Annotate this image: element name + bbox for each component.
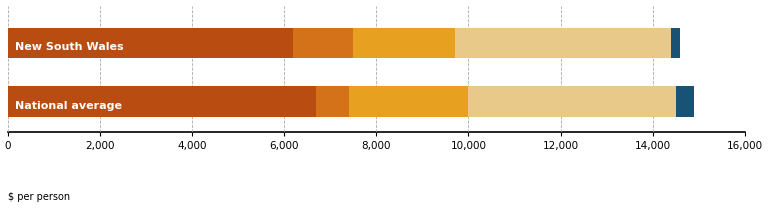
Bar xyxy=(8,27,293,58)
Text: National average: National average xyxy=(15,101,121,111)
Bar xyxy=(455,27,671,58)
Bar xyxy=(349,86,468,117)
Bar xyxy=(8,27,680,58)
Text: New South Wales: New South Wales xyxy=(15,42,123,52)
Bar xyxy=(8,86,694,117)
Bar xyxy=(316,86,349,117)
Bar xyxy=(468,86,676,117)
Text: $ per person: $ per person xyxy=(8,192,70,202)
Bar xyxy=(8,86,316,117)
Bar xyxy=(353,27,455,58)
Bar xyxy=(293,27,353,58)
